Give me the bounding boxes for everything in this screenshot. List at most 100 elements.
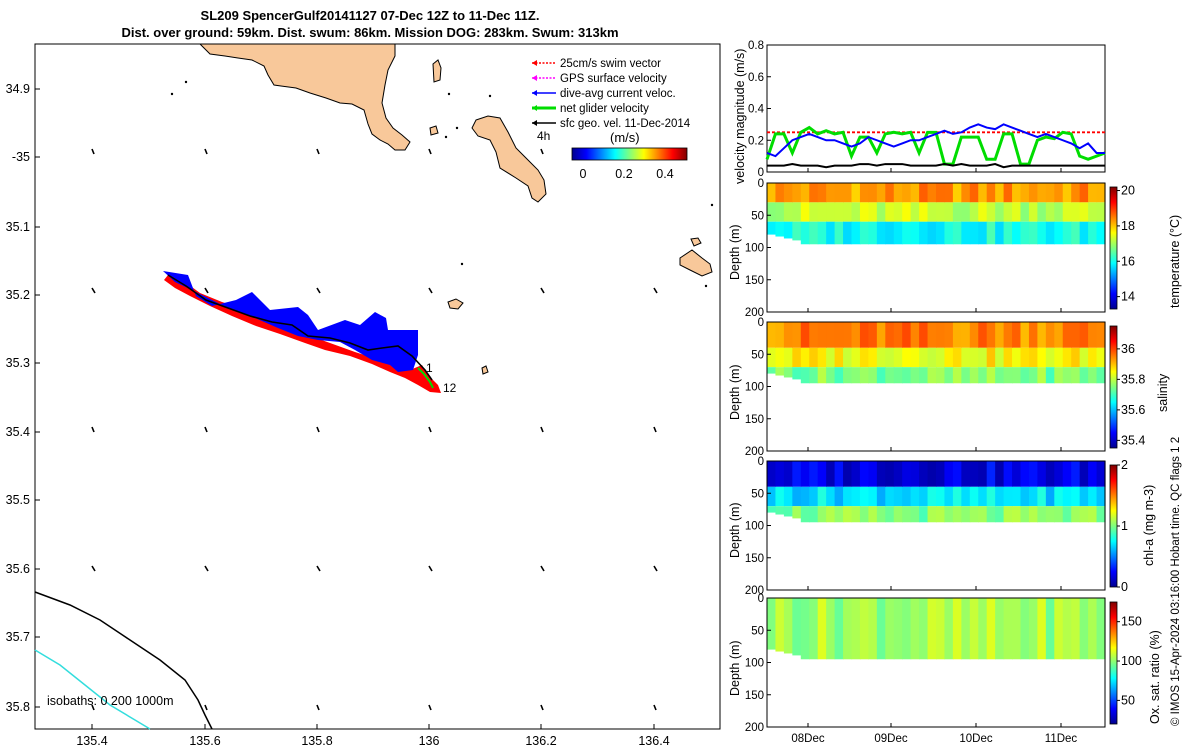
geo-arrow bbox=[428, 287, 433, 294]
heatmap-cell bbox=[800, 598, 810, 660]
map-xtick-label: 135.8 bbox=[301, 734, 332, 748]
heatmap-cell bbox=[843, 598, 853, 660]
heatmap-cell bbox=[893, 221, 903, 245]
heatmap-cell bbox=[826, 598, 836, 660]
heatmap-cell bbox=[952, 322, 962, 348]
heatmap-cell bbox=[775, 506, 785, 515]
geo-arrow bbox=[316, 148, 320, 155]
heatmap-cell bbox=[1062, 202, 1072, 222]
heatmap-cell bbox=[767, 598, 777, 650]
heatmap-ytick-label: 150 bbox=[745, 690, 764, 702]
heatmap-cell bbox=[792, 461, 802, 487]
heatmap-cell bbox=[826, 486, 836, 507]
heatmap-cell bbox=[927, 347, 937, 368]
heatmap-cell bbox=[978, 367, 988, 384]
geo-arrow bbox=[316, 287, 321, 294]
heatmap-cell bbox=[876, 347, 886, 368]
heatmap-cell bbox=[1003, 506, 1013, 523]
heatmap-cell bbox=[1079, 347, 1089, 368]
heatmap-cell bbox=[893, 347, 903, 368]
heatmap-cell bbox=[826, 347, 836, 368]
cbar-tick-label: 16 bbox=[1121, 254, 1135, 268]
heatmap-cell bbox=[885, 202, 895, 222]
heatmap-cell bbox=[885, 322, 895, 348]
heatmap-cell bbox=[978, 598, 988, 660]
heatmap-cell bbox=[800, 221, 810, 245]
heatmap-cell bbox=[1020, 506, 1030, 523]
heatmap-panel: 0 50 100 150 200 35.4 35.6 35.8 36 bbox=[745, 317, 1146, 458]
geo-arrow bbox=[540, 148, 544, 155]
heatmap-cell bbox=[809, 322, 819, 348]
heatmap-cell bbox=[876, 506, 886, 523]
heatmap-cell bbox=[961, 461, 971, 487]
legend-label: sfc geo. vel. 11-Dec-2014 bbox=[560, 118, 691, 130]
heatmap-cell bbox=[1028, 486, 1038, 507]
heatmap-cell bbox=[826, 322, 836, 348]
time-axis-labels: 08Dec 09Dec 10Dec 11Dec bbox=[791, 733, 1077, 745]
geo-arrow bbox=[316, 704, 320, 711]
heatmap-cell bbox=[1037, 486, 1047, 507]
legend-arrowhead bbox=[532, 105, 537, 111]
map-xtick-label: 136.2 bbox=[525, 734, 556, 748]
heatmap-cell bbox=[834, 461, 844, 487]
sal-ylabel: Depth (m) bbox=[728, 364, 742, 420]
heatmap-cell bbox=[851, 221, 861, 245]
heatmap-cell bbox=[995, 221, 1005, 245]
heatmap-cell bbox=[1045, 461, 1055, 487]
heatmap-cell bbox=[1062, 506, 1072, 523]
heatmap-cell bbox=[1028, 322, 1038, 348]
geo-arrow bbox=[428, 148, 432, 155]
heatmap-cell bbox=[1012, 367, 1022, 384]
cbar-tick-label: 36 bbox=[1121, 342, 1135, 356]
heatmap-cell bbox=[1062, 461, 1072, 487]
heatmap-cell bbox=[944, 506, 954, 523]
track-label-start: 1 bbox=[426, 361, 433, 375]
heatmap-cell bbox=[978, 183, 988, 203]
heatmap-cell bbox=[1012, 486, 1022, 507]
heatmap-cell bbox=[859, 598, 869, 660]
heatmap-cell bbox=[1003, 367, 1013, 384]
map-y-ticks: 34.9 -35 35.1 35.2 35.3 35.4 35.5 35.6 35.7 35.8 bbox=[6, 82, 40, 714]
heatmap-cell bbox=[936, 598, 946, 660]
heatmap-cell bbox=[817, 221, 827, 245]
heatmap-cell bbox=[910, 598, 920, 660]
heatmap-cell bbox=[944, 183, 954, 203]
heatmap-ytick-label: 50 bbox=[751, 210, 764, 222]
heatmap-cell bbox=[910, 347, 920, 368]
heatmap-cell bbox=[902, 183, 912, 203]
heatmap-cell bbox=[919, 221, 929, 245]
heatmap-cell bbox=[902, 202, 912, 222]
heatmap-cell bbox=[893, 183, 903, 203]
map-panel: 1 12 25cm/s swim vector GPS surface veloc… bbox=[6, 43, 721, 748]
heatmap-cell bbox=[910, 322, 920, 348]
heatmap-cell bbox=[944, 347, 954, 368]
heatmap-cell bbox=[995, 367, 1005, 384]
heatmap-cell bbox=[868, 183, 878, 203]
heatmap-cell bbox=[1088, 202, 1098, 222]
velocity-series-line bbox=[765, 125, 1106, 166]
heatmap-cell bbox=[961, 367, 971, 384]
heatmap-cell bbox=[792, 486, 802, 507]
heatmap-cell bbox=[792, 347, 802, 368]
heatmap-cell bbox=[826, 461, 836, 487]
heatmap-cell bbox=[1012, 202, 1022, 222]
heatmap-cell bbox=[995, 486, 1005, 507]
geo-arrow bbox=[428, 704, 432, 711]
heatmap-cell bbox=[927, 183, 937, 203]
heatmap-cell bbox=[792, 506, 802, 519]
ox-cbar-label: Ox. sat. ratio (%) bbox=[1148, 630, 1162, 724]
map-xtick-label: 136 bbox=[419, 734, 440, 748]
heatmap-cell bbox=[1071, 461, 1081, 487]
heatmap-cell bbox=[1088, 322, 1098, 348]
heatmap-cell bbox=[1096, 322, 1106, 348]
cbar-tick-label: 150 bbox=[1121, 615, 1142, 629]
geo-arrow bbox=[204, 287, 209, 294]
heatmap-cell bbox=[1003, 183, 1013, 203]
heatmap-cell bbox=[978, 221, 988, 245]
map-ytick-label: 34.9 bbox=[6, 82, 30, 96]
chart-title: SL209 SpencerGulf20141127 07-Dec 12Z to … bbox=[200, 8, 540, 23]
heatmap-cell bbox=[868, 598, 878, 660]
legend-label: dive-avg current veloc. bbox=[560, 88, 676, 100]
geo-arrow bbox=[316, 426, 320, 433]
